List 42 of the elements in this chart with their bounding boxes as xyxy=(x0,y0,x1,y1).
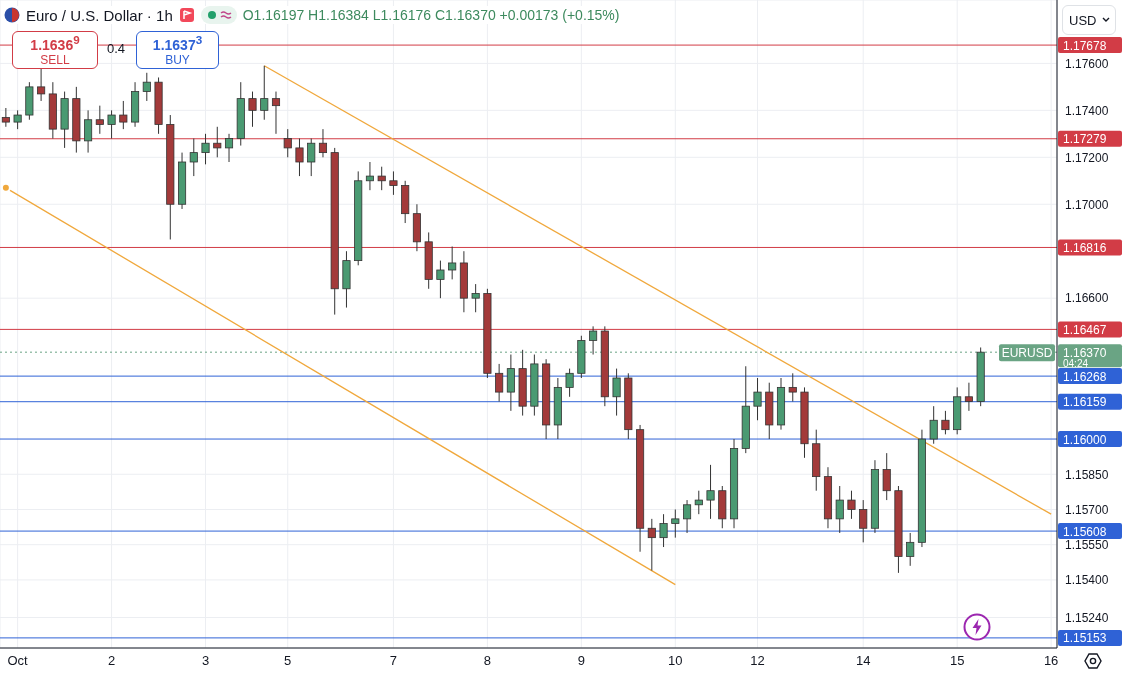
annotation: BUY xyxy=(164,52,191,67)
x-tick-label: 9 xyxy=(577,653,585,669)
text: Euro / U.S. Dollar · 1h xyxy=(26,6,173,24)
y-tick-label: 1.16600 xyxy=(1065,291,1109,306)
x-tick-label: 2 xyxy=(107,653,116,669)
y-tick-label: 1.17000 xyxy=(1065,197,1109,212)
ref-line-label: 1.15153 xyxy=(1063,631,1107,646)
y-tick-label: 1.15700 xyxy=(1065,502,1109,517)
y-tick-label: 1.15850 xyxy=(1065,467,1109,482)
ref-line-label: 1.17279 xyxy=(1063,132,1107,147)
x-tick-label: 15 xyxy=(949,653,965,669)
annotation: EURUSD xyxy=(1001,345,1053,360)
annotation: 1.1636$^{9}$ xyxy=(29,33,81,53)
x-tick-label: 12 xyxy=(750,653,765,669)
ref-line-label: 1.16816 xyxy=(1063,240,1107,255)
x-tick-label: 5 xyxy=(284,653,292,669)
x-tick-label: Oct xyxy=(7,653,29,669)
y-tick-label: 1.15400 xyxy=(1065,573,1109,588)
y-tick-label: 1.17200 xyxy=(1065,150,1109,165)
ref-line-label: 1.15608 xyxy=(1063,524,1107,539)
y-tick-label: 1.15550 xyxy=(1065,537,1109,552)
x-tick-label: 16 xyxy=(1043,653,1059,669)
x-tick-label: 3 xyxy=(201,653,210,669)
annotation: SELL xyxy=(39,52,71,67)
x-tick-label: 10 xyxy=(668,653,683,669)
ref-line-label: 1.16370 xyxy=(1063,345,1107,360)
x-tick-label: 14 xyxy=(855,653,871,669)
y-tick-label: 1.15240 xyxy=(1065,610,1109,625)
text: 04:24 xyxy=(1063,357,1089,369)
annotation: 1.1637$^{3}$ xyxy=(151,33,204,53)
x-tick-label: 7 xyxy=(389,653,398,669)
ref-line-label: 1.16159 xyxy=(1063,395,1107,410)
y-tick-label: 1.17400 xyxy=(1065,103,1109,118)
x-tick-label: 8 xyxy=(483,653,492,669)
text: USD xyxy=(1069,12,1097,28)
text: O1.16197 H1.16384 L1.16176 C1.16370 +0.00173 (+0.15%) xyxy=(242,7,620,23)
ref-line-label: 1.16467 xyxy=(1063,322,1107,337)
y-tick-label: 1.17600 xyxy=(1065,56,1109,71)
ref-line-label: 1.16000 xyxy=(1063,432,1107,447)
annotation: 0.4 xyxy=(107,41,126,56)
ref-line-label: 1.16268 xyxy=(1063,369,1107,384)
ref-line-label: 1.17678 xyxy=(1063,38,1107,53)
